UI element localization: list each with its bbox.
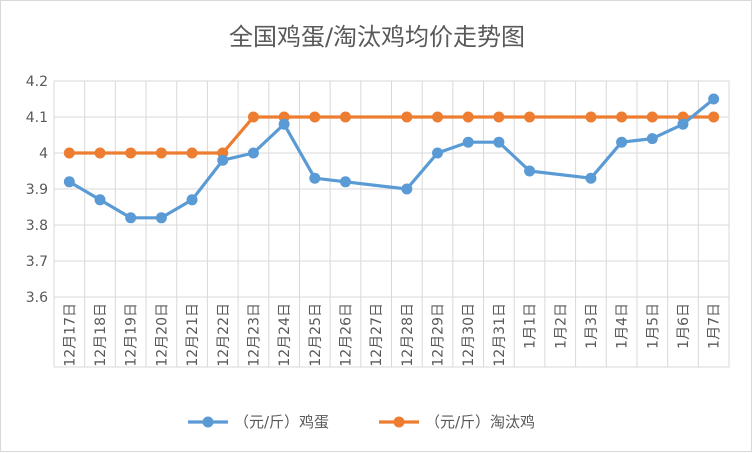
data-point: [339, 111, 351, 123]
data-point: [309, 111, 321, 123]
data-point: [493, 111, 505, 123]
y-axis: 3.6 3.7 3.8 3.9 4 4.1 4.2: [26, 74, 48, 306]
data-point: [125, 212, 137, 224]
series-line: [68, 97, 715, 220]
series-0: [63, 93, 720, 224]
x-tick-label: 12月18日: [93, 303, 109, 367]
data-point: [247, 147, 259, 159]
data-point: [585, 111, 597, 123]
data-point: [94, 194, 106, 206]
y-tick-label: 4: [39, 146, 48, 162]
data-point: [646, 111, 658, 123]
data-point: [186, 147, 198, 159]
data-point: [708, 93, 720, 105]
y-tick-label: 3.8: [26, 218, 48, 234]
data-point: [493, 136, 505, 148]
legend-marker: [202, 416, 214, 428]
x-axis: 12月17日 12月18日 12月19日 12月20日 12月21日 12月22日 12月2…: [62, 303, 722, 367]
data-point: [677, 118, 689, 130]
gridlines: [53, 80, 730, 368]
data-point: [524, 165, 536, 177]
data-point: [708, 111, 720, 123]
data-point: [616, 111, 628, 123]
y-tick-label: 3.9: [26, 182, 48, 198]
data-point: [125, 147, 137, 159]
x-tick-label: 12月20日: [154, 303, 170, 367]
x-tick-label: 1月6日: [676, 303, 692, 349]
data-point: [63, 147, 75, 159]
x-tick-label: 1月7日: [707, 303, 723, 349]
chart-title: 全国鸡蛋/淘汰鸡均价走势图: [229, 23, 525, 51]
x-tick-label: 1月1日: [523, 303, 539, 349]
data-point: [646, 133, 658, 145]
x-tick-label: 12月17日: [62, 303, 78, 367]
y-tick-label: 4.1: [26, 110, 48, 126]
data-point: [155, 147, 167, 159]
legend-label: （元/斤）鸡蛋: [234, 413, 329, 431]
data-point: [278, 118, 290, 130]
x-tick-label: 1月3日: [584, 303, 600, 349]
x-tick-label: 12月27日: [369, 303, 385, 367]
data-point: [339, 176, 351, 188]
x-tick-label: 1月5日: [645, 303, 661, 349]
data-point: [309, 172, 321, 184]
data-point: [524, 111, 536, 123]
legend-label: （元/斤）淘汰鸡: [425, 413, 535, 431]
data-point: [63, 176, 75, 188]
x-tick-label: 12月31日: [492, 303, 508, 367]
y-tick-label: 3.6: [26, 290, 48, 306]
data-point: [186, 194, 198, 206]
data-point: [462, 111, 474, 123]
legend-marker: [393, 416, 405, 428]
x-tick-label: 1月4日: [615, 303, 631, 349]
data-point: [155, 212, 167, 224]
data-point: [585, 172, 597, 184]
data-point: [616, 136, 628, 148]
data-point: [247, 111, 259, 123]
legend: （元/斤）鸡蛋 （元/斤）淘汰鸡: [188, 413, 535, 431]
x-tick-label: 12月25日: [308, 303, 324, 367]
data-point: [217, 154, 229, 166]
series-group: [63, 93, 720, 224]
y-tick-label: 3.7: [26, 254, 48, 270]
data-point: [462, 136, 474, 148]
x-tick-label: 12月29日: [431, 303, 447, 367]
data-point: [94, 147, 106, 159]
x-tick-label: 12月22日: [216, 303, 232, 367]
x-tick-label: 12月19日: [124, 303, 140, 367]
x-tick-label: 12月23日: [246, 303, 262, 367]
x-tick-label: 12月21日: [185, 303, 201, 367]
data-point: [432, 111, 444, 123]
x-tick-label: 12月28日: [400, 303, 416, 367]
x-tick-label: 12月26日: [338, 303, 354, 367]
y-tick-label: 4.2: [26, 74, 48, 90]
x-tick-label: 12月30日: [461, 303, 477, 367]
data-point: [432, 147, 444, 159]
x-tick-label: 12月24日: [277, 303, 293, 367]
data-point: [401, 183, 413, 195]
x-tick-label: 1月2日: [553, 303, 569, 349]
data-point: [401, 111, 413, 123]
